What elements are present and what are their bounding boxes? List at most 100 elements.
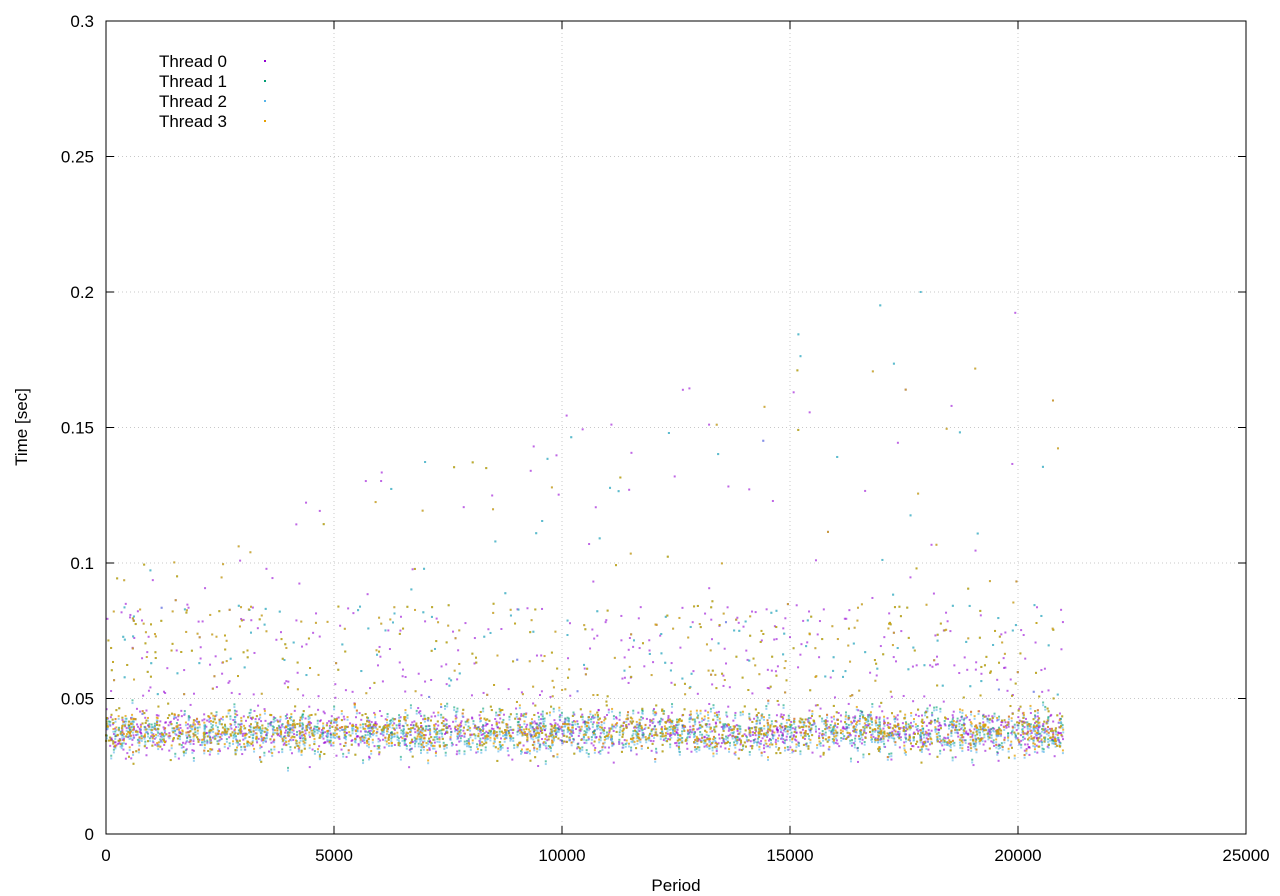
data-point	[186, 727, 189, 730]
data-point	[712, 755, 715, 758]
data-point	[128, 729, 131, 732]
data-point	[147, 732, 150, 735]
data-point	[974, 744, 977, 747]
data-point	[217, 752, 220, 755]
data-point	[678, 747, 681, 750]
data-point	[622, 746, 625, 749]
data-point	[637, 617, 640, 620]
data-point	[875, 717, 878, 720]
data-point	[854, 717, 857, 720]
data-point	[132, 737, 135, 740]
data-point	[702, 718, 705, 721]
data-point	[811, 723, 814, 726]
data-point	[462, 729, 465, 732]
data-point	[453, 706, 456, 709]
data-point	[970, 749, 973, 752]
data-point	[240, 722, 243, 725]
data-point	[167, 724, 170, 727]
data-point	[208, 731, 211, 734]
data-point	[114, 730, 117, 733]
data-point	[945, 611, 948, 614]
data-point	[536, 750, 539, 753]
data-point	[520, 750, 523, 753]
data-point	[1000, 633, 1003, 636]
data-point	[689, 717, 692, 720]
data-point	[378, 710, 381, 713]
data-point	[474, 734, 477, 737]
data-point	[800, 643, 803, 646]
data-point	[686, 739, 689, 742]
data-point	[529, 733, 532, 736]
data-point	[997, 726, 1000, 729]
data-point	[581, 746, 584, 749]
data-point	[975, 751, 978, 754]
data-point	[891, 733, 894, 736]
data-point	[905, 740, 908, 743]
data-point	[535, 532, 538, 535]
data-point	[892, 733, 895, 736]
data-point	[922, 736, 925, 739]
data-point	[788, 636, 791, 639]
data-point	[218, 748, 221, 751]
data-point	[847, 714, 850, 717]
data-point	[192, 740, 195, 743]
data-point	[315, 612, 318, 615]
data-point	[389, 722, 392, 725]
data-point	[567, 717, 570, 720]
data-point	[1041, 465, 1044, 468]
data-point	[803, 737, 806, 740]
data-point	[477, 726, 480, 729]
data-point	[552, 729, 555, 732]
data-point	[794, 738, 797, 741]
data-point	[530, 734, 533, 737]
data-point	[218, 723, 221, 726]
data-point	[964, 739, 967, 742]
data-point	[605, 619, 608, 622]
data-point	[201, 741, 204, 744]
data-point	[1046, 722, 1049, 725]
data-point	[242, 715, 245, 718]
data-point	[894, 720, 897, 723]
data-point	[762, 439, 765, 442]
data-point	[296, 733, 299, 736]
data-point	[337, 728, 340, 731]
data-point	[699, 712, 702, 715]
data-point	[157, 748, 160, 751]
data-point	[154, 743, 157, 746]
data-point	[1061, 621, 1064, 624]
data-point	[424, 734, 427, 737]
data-point	[976, 532, 979, 535]
data-point	[830, 732, 833, 735]
data-point	[910, 714, 913, 717]
data-point	[672, 728, 675, 731]
data-point	[1037, 730, 1040, 733]
data-point	[975, 729, 978, 732]
data-point	[384, 718, 387, 721]
data-point	[561, 739, 564, 742]
data-point	[183, 712, 186, 715]
data-point	[211, 736, 214, 739]
data-point	[1023, 737, 1026, 740]
data-point	[410, 747, 413, 750]
data-point	[272, 721, 275, 724]
data-point	[286, 716, 289, 719]
data-point	[248, 711, 251, 714]
data-point	[112, 723, 115, 726]
data-point	[346, 718, 349, 721]
data-point	[443, 733, 446, 736]
data-point	[549, 695, 552, 698]
data-point	[871, 721, 874, 724]
data-point	[557, 728, 560, 731]
data-point	[558, 725, 561, 728]
data-point	[364, 734, 367, 737]
data-point	[959, 736, 962, 739]
data-point	[972, 742, 975, 745]
data-point	[491, 494, 494, 497]
data-point	[613, 725, 616, 728]
data-point	[198, 738, 201, 741]
data-point	[175, 649, 178, 652]
data-point	[581, 428, 584, 431]
data-point	[357, 744, 360, 747]
data-point	[395, 724, 398, 727]
data-point	[251, 606, 254, 609]
